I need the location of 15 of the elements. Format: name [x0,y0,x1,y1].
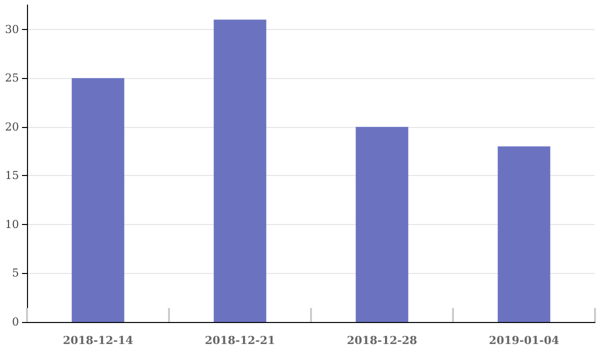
y-tick-label: 25 [5,72,19,85]
y-tick-label: 20 [5,120,19,134]
y-tick-label: 0 [12,316,19,328]
bar [356,126,408,322]
bar [498,146,550,322]
x-tick-label: 2019-01-04 [488,334,560,347]
y-tick-label: 10 [5,218,19,231]
y-tick-label: 5 [12,266,19,280]
x-tick-label: 2018-12-14 [62,334,134,347]
y-tick-label: 30 [5,22,19,36]
bar [72,78,124,322]
x-tick-label: 2018-12-28 [346,334,418,347]
y-tick-label: 15 [5,169,19,182]
bar [214,20,266,322]
x-tick-label: 2018-12-21 [204,334,276,347]
